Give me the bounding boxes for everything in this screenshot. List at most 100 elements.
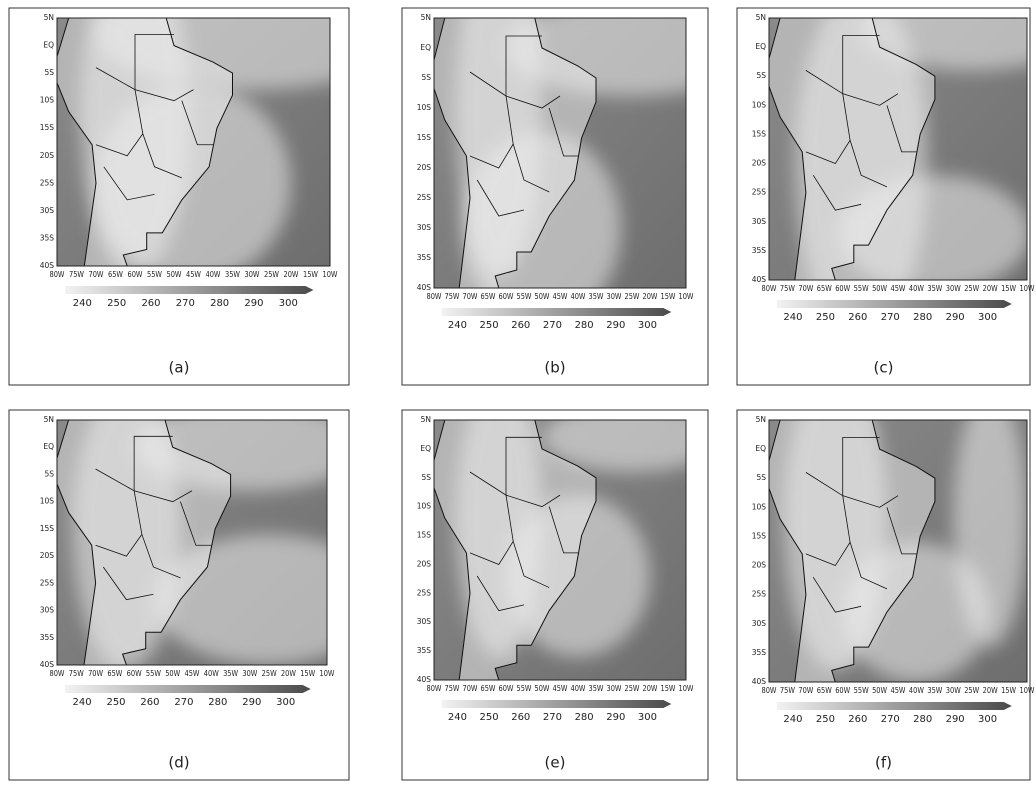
panel-label: (c) [874,359,894,377]
lat-label: EQ [755,42,766,51]
lon-label: 45W [891,686,907,695]
lat-label: 5S [756,71,766,80]
lon-label: 45W [186,270,202,279]
colorbar-tick: 290 [244,298,263,309]
lat-label: 5N [756,13,766,22]
colorbar-tick: 280 [210,298,229,309]
colorbar-tick: 260 [511,712,530,723]
lon-label: 65W [481,684,497,693]
lat-label: 30S [40,206,55,215]
lon-label: 75W [780,284,796,293]
lat-label: 20S [417,163,432,172]
panel-label: (f) [875,754,892,772]
colorbar-tick: 270 [543,712,562,723]
lat-label: 40S [40,261,55,270]
lon-label: 55W [147,270,163,279]
lon-label: 80W [427,684,443,693]
lon-label: 80W [427,292,443,301]
lon-label: 20W [284,270,300,279]
cloud [506,495,650,657]
colorbar-tick: 270 [881,312,900,323]
coastline [434,420,597,680]
lon-label: 10W [320,669,336,678]
lon-label: 55W [517,684,533,693]
lat-label: EQ [420,444,431,453]
lon-label: 45W [185,669,201,678]
lon-label: 35W [927,284,943,293]
map [769,420,1027,682]
lon-label: 30W [242,669,258,678]
colorbar-tick: 250 [816,312,835,323]
lon-label: 70W [798,686,814,695]
colorbar-tick: 250 [480,712,499,723]
lat-label: 25S [752,188,767,197]
border [842,35,880,94]
lon-label: 60W [835,284,851,293]
border [95,133,144,157]
lon-label: 60W [128,270,144,279]
lat-label: 5N [44,415,54,424]
border [476,575,525,612]
border [548,107,578,157]
colorbar-tick: 300 [638,712,657,723]
lon-label: 80W [50,270,66,279]
lon-label: 70W [463,292,479,301]
lon-label: 15W [661,292,677,301]
lon-label: 65W [817,284,833,293]
border [180,501,212,546]
lon-label: 65W [107,669,123,678]
lon-label: 35W [225,270,241,279]
panel-label: (e) [545,754,566,772]
border [812,576,862,613]
map [57,18,330,266]
lat-label: EQ [755,444,766,453]
lon-label: 30W [607,292,623,301]
lat-label: 30S [417,617,432,626]
lon-label: 65W [108,270,124,279]
map-frame [768,17,1028,281]
map [434,420,686,680]
border [102,566,154,601]
border [469,541,514,565]
colorbar-tick: 300 [279,298,298,309]
border [548,506,578,554]
lat-label: 5S [756,473,766,482]
lon-label: 10W [323,270,339,279]
lon-label: 55W [854,686,870,695]
lon-label: 15W [1001,686,1017,695]
border [842,93,888,188]
lon-label: 30W [607,684,623,693]
lon-label: 40W [909,686,925,695]
colorbar-tick: 270 [543,320,562,331]
lon-label: 80W [762,284,778,293]
border [133,490,181,579]
cloud [455,18,542,276]
colorbar-tick: 240 [783,714,802,725]
cloud [794,18,928,280]
colorbar-tick: 300 [276,697,295,708]
lat-label: 10S [40,96,55,105]
lat-label: 20S [752,159,767,168]
lon-label: 50W [535,292,551,301]
colorbar [776,300,1012,308]
lon-label: 10W [679,292,695,301]
border [181,100,213,146]
map-frame [433,17,687,289]
lon-label: 50W [167,270,183,279]
lat-label: 5S [421,473,431,482]
lon-label: 40W [571,684,587,693]
lat-label: 5N [421,13,431,22]
border [469,143,514,169]
colorbar-tick: 260 [140,697,159,708]
lon-label: 75W [69,669,85,678]
colorbar-tick: 240 [73,298,92,309]
lat-label: 30S [417,223,432,232]
lon-label: 55W [854,284,870,293]
lon-label: 25W [262,669,278,678]
cloud [506,18,686,96]
lon-label: 75W [780,686,796,695]
coastline [434,18,597,288]
